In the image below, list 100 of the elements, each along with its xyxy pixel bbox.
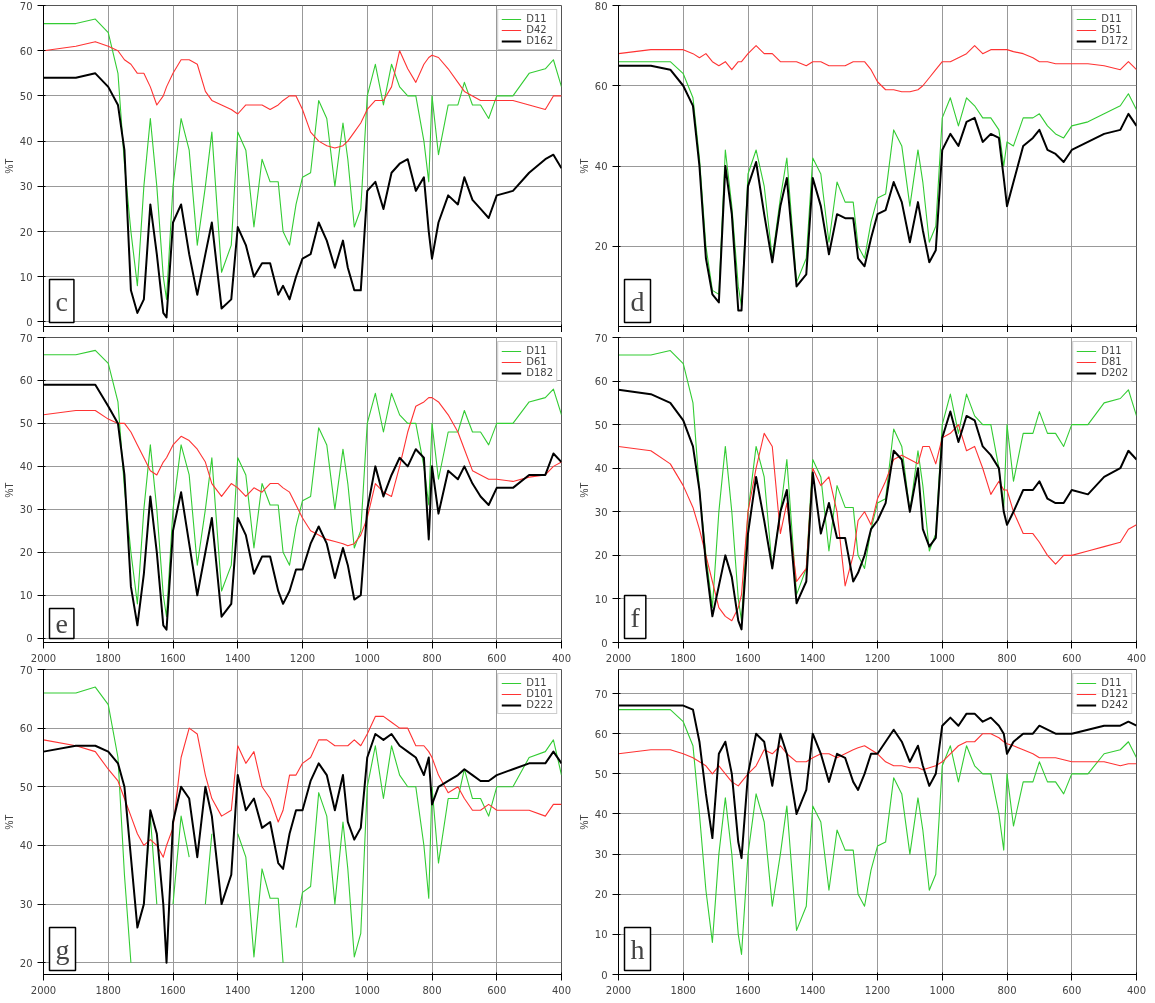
x-tick-label: 1800 bbox=[670, 984, 696, 996]
y-tick-label: 80 bbox=[594, 0, 608, 12]
legend-label: D42 bbox=[526, 24, 547, 35]
legend-label: D11 bbox=[1101, 677, 1122, 688]
y-tick-label: 60 bbox=[19, 723, 33, 735]
x-tick-label: 2000 bbox=[30, 652, 57, 664]
legend-label: D101 bbox=[526, 688, 553, 699]
x-tick-label: 800 bbox=[422, 984, 442, 996]
annotation: d bbox=[630, 285, 645, 317]
y-tick-label: 50 bbox=[594, 768, 608, 780]
x-tick-label: 1000 bbox=[354, 652, 380, 664]
y-tick-label: 40 bbox=[594, 808, 608, 820]
x-tick-label: 1800 bbox=[95, 652, 121, 664]
annotation: e bbox=[55, 607, 68, 639]
x-tick-label: 1600 bbox=[735, 652, 761, 664]
x-tick-label: 1600 bbox=[160, 652, 186, 664]
x-tick-label: 800 bbox=[997, 984, 1017, 996]
y-tick-label: 60 bbox=[594, 376, 608, 388]
y-tick-label: 10 bbox=[19, 590, 33, 602]
y-axis-title: %T bbox=[578, 814, 590, 830]
x-tick-label: 800 bbox=[422, 652, 442, 664]
y-tick-label: 0 bbox=[601, 969, 608, 981]
y-tick-label: 20 bbox=[19, 547, 33, 559]
y-tick-label: 0 bbox=[26, 633, 33, 645]
legend-label: D11 bbox=[526, 13, 547, 24]
x-tick-label: 1400 bbox=[225, 652, 251, 664]
x-tick-label: 2000 bbox=[30, 984, 57, 996]
legend-label: D81 bbox=[1101, 356, 1122, 367]
legend-label: D61 bbox=[526, 356, 547, 367]
legend-label: D172 bbox=[1101, 35, 1128, 46]
x-tick-label: 1000 bbox=[354, 984, 380, 996]
y-tick-label: 30 bbox=[594, 506, 608, 518]
annotation: h bbox=[630, 933, 645, 965]
y-tick-label: 70 bbox=[19, 332, 33, 344]
y-tick-label: 20 bbox=[19, 226, 33, 238]
x-tick-label: 1400 bbox=[225, 984, 251, 996]
legend-label: D162 bbox=[526, 35, 553, 46]
y-tick-label: 40 bbox=[19, 136, 33, 148]
y-tick-label: 20 bbox=[594, 550, 608, 562]
x-tick-label: 1400 bbox=[800, 984, 826, 996]
legend-label: D11 bbox=[1101, 13, 1122, 24]
x-tick-label: 1200 bbox=[289, 652, 316, 664]
y-tick-label: 60 bbox=[19, 375, 33, 387]
x-tick-label: 1200 bbox=[289, 984, 316, 996]
y-axis-title: %T bbox=[578, 158, 590, 174]
x-tick-label: 400 bbox=[1126, 984, 1147, 996]
y-tick-label: 10 bbox=[594, 593, 608, 605]
x-tick-label: 1800 bbox=[95, 984, 121, 996]
y-tick-label: 30 bbox=[19, 899, 33, 911]
y-tick-label: 70 bbox=[594, 688, 608, 700]
y-tick-label: 20 bbox=[594, 889, 608, 901]
y-tick-label: 50 bbox=[19, 781, 33, 793]
annotation: g bbox=[55, 933, 70, 965]
y-axis-title: %T bbox=[3, 814, 15, 830]
x-tick-label: 2000 bbox=[605, 652, 632, 664]
x-tick-label: 1400 bbox=[800, 652, 826, 664]
y-tick-label: 60 bbox=[594, 728, 608, 740]
legend-label: D202 bbox=[1101, 367, 1128, 378]
y-tick-label: 40 bbox=[594, 161, 608, 172]
y-tick-label: 70 bbox=[19, 0, 33, 12]
x-tick-label: 600 bbox=[1062, 652, 1082, 664]
y-tick-label: 40 bbox=[594, 463, 608, 475]
x-tick-label: 1800 bbox=[670, 652, 696, 664]
x-tick-label: 600 bbox=[487, 652, 507, 664]
y-tick-label: 50 bbox=[594, 419, 608, 431]
legend-label: D11 bbox=[526, 345, 547, 356]
x-tick-label: 400 bbox=[551, 652, 572, 664]
legend-label: D182 bbox=[526, 367, 553, 378]
x-tick-label: 800 bbox=[997, 652, 1017, 664]
x-tick-label: 1200 bbox=[864, 652, 891, 664]
y-tick-label: 10 bbox=[19, 271, 33, 283]
annotation: f bbox=[630, 601, 641, 633]
y-axis-title: %T bbox=[578, 482, 590, 498]
y-tick-label: 20 bbox=[594, 241, 608, 253]
x-tick-label: 600 bbox=[487, 984, 507, 996]
y-tick-label: 60 bbox=[594, 80, 608, 92]
y-tick-label: 0 bbox=[601, 637, 608, 649]
legend-label: D242 bbox=[1101, 699, 1128, 710]
y-tick-label: 30 bbox=[594, 849, 608, 861]
legend-label: D222 bbox=[526, 699, 553, 710]
legend-label: D121 bbox=[1101, 688, 1128, 699]
y-axis-title: %T bbox=[3, 158, 15, 174]
x-tick-label: 1000 bbox=[929, 652, 955, 664]
y-tick-label: 60 bbox=[19, 45, 33, 57]
y-tick-label: 50 bbox=[19, 418, 33, 430]
x-tick-label: 1200 bbox=[864, 984, 891, 996]
y-tick-label: 40 bbox=[19, 461, 33, 473]
x-tick-label: 1600 bbox=[160, 984, 186, 996]
x-tick-label: 2000 bbox=[605, 984, 632, 996]
x-tick-label: 400 bbox=[551, 984, 572, 996]
y-axis-title: %T bbox=[3, 482, 15, 498]
y-tick-label: 30 bbox=[19, 504, 33, 516]
y-tick-label: 70 bbox=[19, 664, 33, 676]
y-tick-label: 0 bbox=[26, 316, 33, 328]
legend-label: D11 bbox=[1101, 345, 1122, 356]
y-tick-label: 40 bbox=[19, 840, 33, 852]
y-tick-label: 20 bbox=[19, 957, 33, 969]
y-tick-label: 10 bbox=[594, 929, 608, 941]
legend-label: D51 bbox=[1101, 24, 1122, 35]
x-tick-label: 600 bbox=[1062, 984, 1082, 996]
